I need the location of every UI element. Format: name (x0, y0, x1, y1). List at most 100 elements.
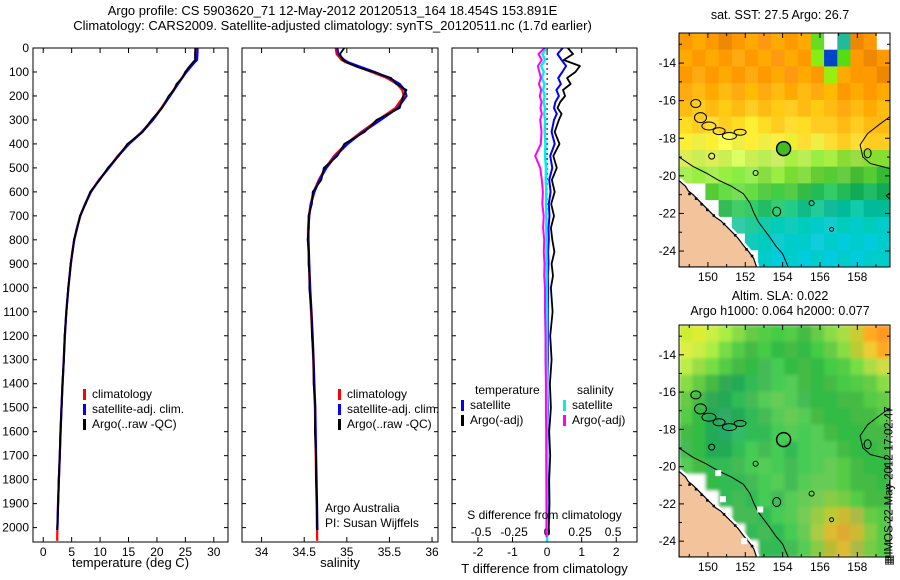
heatmap-cell (692, 391, 707, 409)
heatmap-cell (731, 358, 746, 376)
y-tick-label: 1300 (2, 353, 29, 367)
heatmap-cell (692, 325, 707, 343)
heatmap-cell (758, 490, 772, 508)
heatmap-cell (731, 490, 746, 508)
heatmap-cell (797, 490, 812, 508)
heatmap-cell (784, 250, 799, 267)
coast-speck (734, 524, 737, 527)
legend-item-argo-raw: Argo(..raw -QC) (83, 417, 184, 432)
heatmap-cell (771, 183, 786, 201)
heatmap-cell (863, 33, 878, 51)
heatmap-cell (784, 358, 799, 376)
heatmap-cell (797, 341, 812, 359)
heatmap-cell (876, 33, 890, 51)
heatmap-cell (837, 183, 852, 201)
x-tick-label: 0 (544, 545, 551, 559)
heatmap-cell (850, 216, 865, 235)
heatmap-cell (744, 150, 759, 168)
heatmap-cell (863, 250, 878, 267)
coast-speck (700, 493, 703, 497)
legend-label: Argo(..raw -QC) (92, 417, 177, 431)
legend-label: Argo(..raw -QC) (347, 417, 432, 431)
climatology-key-icon (83, 389, 86, 400)
heatmap-cell (718, 391, 733, 409)
heatmap-cell (824, 507, 838, 525)
legend-label: satellite (572, 398, 613, 412)
heatmap-cell (850, 490, 865, 508)
legend-label: satellite-adj. clim. (347, 402, 440, 416)
heatmap-cell (718, 150, 733, 168)
s-tick-label: 0.5 (605, 525, 622, 539)
heatmap-cell (731, 424, 746, 442)
heatmap-cell (784, 83, 799, 101)
heatmap-cell (837, 150, 852, 168)
heatmap-cell (679, 33, 693, 51)
heatmap-cell (771, 507, 786, 525)
legend-difference-salinity: salinity satellite Argo(-adj) (563, 383, 625, 428)
heatmap-cell (863, 391, 878, 409)
credit-pi: PI: Susan Wijffels (325, 516, 419, 530)
heatmap-cell (837, 523, 852, 542)
heatmap-cell (784, 33, 799, 51)
lat-tick-label: -16 (659, 94, 677, 108)
heatmap-cell (810, 490, 825, 508)
heatmap-cell (731, 183, 746, 201)
heatmap-cell (771, 540, 786, 557)
heatmap-cell (679, 325, 693, 343)
reef-contour (808, 490, 815, 497)
heatmap-cell (824, 116, 838, 134)
heatmap-cell (731, 99, 746, 118)
heatmap-cell (784, 407, 799, 426)
heatmap-cell (810, 441, 825, 459)
heatmap-cell (850, 66, 865, 84)
heatmap-cell (863, 374, 878, 392)
heatmap-cell (784, 99, 799, 118)
heatmap-cell (876, 200, 890, 218)
heatmap-cell (850, 441, 865, 459)
heatmap-cell (850, 200, 865, 218)
reef-contour (752, 170, 759, 176)
heatmap-cell (771, 49, 786, 68)
heatmap-cell (758, 83, 772, 101)
heatmap-cell (863, 216, 878, 235)
heatmap-cell (744, 374, 759, 392)
heatmap-cell (850, 374, 865, 392)
heatmap-cell (876, 325, 890, 343)
heatmap-cell (758, 523, 772, 542)
heatmap-cell (718, 49, 733, 68)
imos-watermark: ▦IMOS 22-May-2012 17:02:47 (883, 406, 896, 566)
s-tick-label: -0.5 (471, 525, 492, 539)
heatmap-cell (784, 441, 799, 459)
reef-contour (721, 132, 737, 140)
heatmap-cell (718, 474, 733, 492)
coast-speck (706, 499, 709, 502)
heatmap-cell (863, 200, 878, 218)
heatmap-cell (824, 150, 838, 168)
lat-tick-label: -18 (659, 131, 677, 145)
heatmap-cell (771, 374, 786, 392)
heatmap-cell (837, 407, 852, 426)
y-tick-label: 1000 (2, 281, 29, 295)
heatmap-cell (824, 523, 838, 542)
heatmap-cell (784, 200, 799, 218)
heatmap-cell (771, 341, 786, 359)
heatmap-cell (718, 83, 733, 101)
heatmap-cell (863, 66, 878, 84)
heatmap-cell (797, 441, 812, 459)
heatmap-cell (824, 391, 838, 409)
heatmap-cell (758, 233, 772, 251)
heatmap-cell (876, 374, 890, 392)
heatmap-cell (837, 424, 852, 442)
heatmap-cell (810, 474, 825, 492)
heatmap-cell (863, 540, 878, 557)
heatmap-cell (731, 441, 746, 459)
heatmap-cell (824, 325, 838, 343)
heatmap-cell (837, 33, 852, 51)
heatmap-cell (810, 358, 825, 376)
reef-contour (708, 443, 716, 451)
heatmap-cell (810, 325, 825, 343)
heatmap-cell (797, 374, 812, 392)
heatmap-cell (692, 66, 707, 84)
heatmap-cell (797, 457, 812, 475)
heatmap-cell (797, 183, 812, 201)
